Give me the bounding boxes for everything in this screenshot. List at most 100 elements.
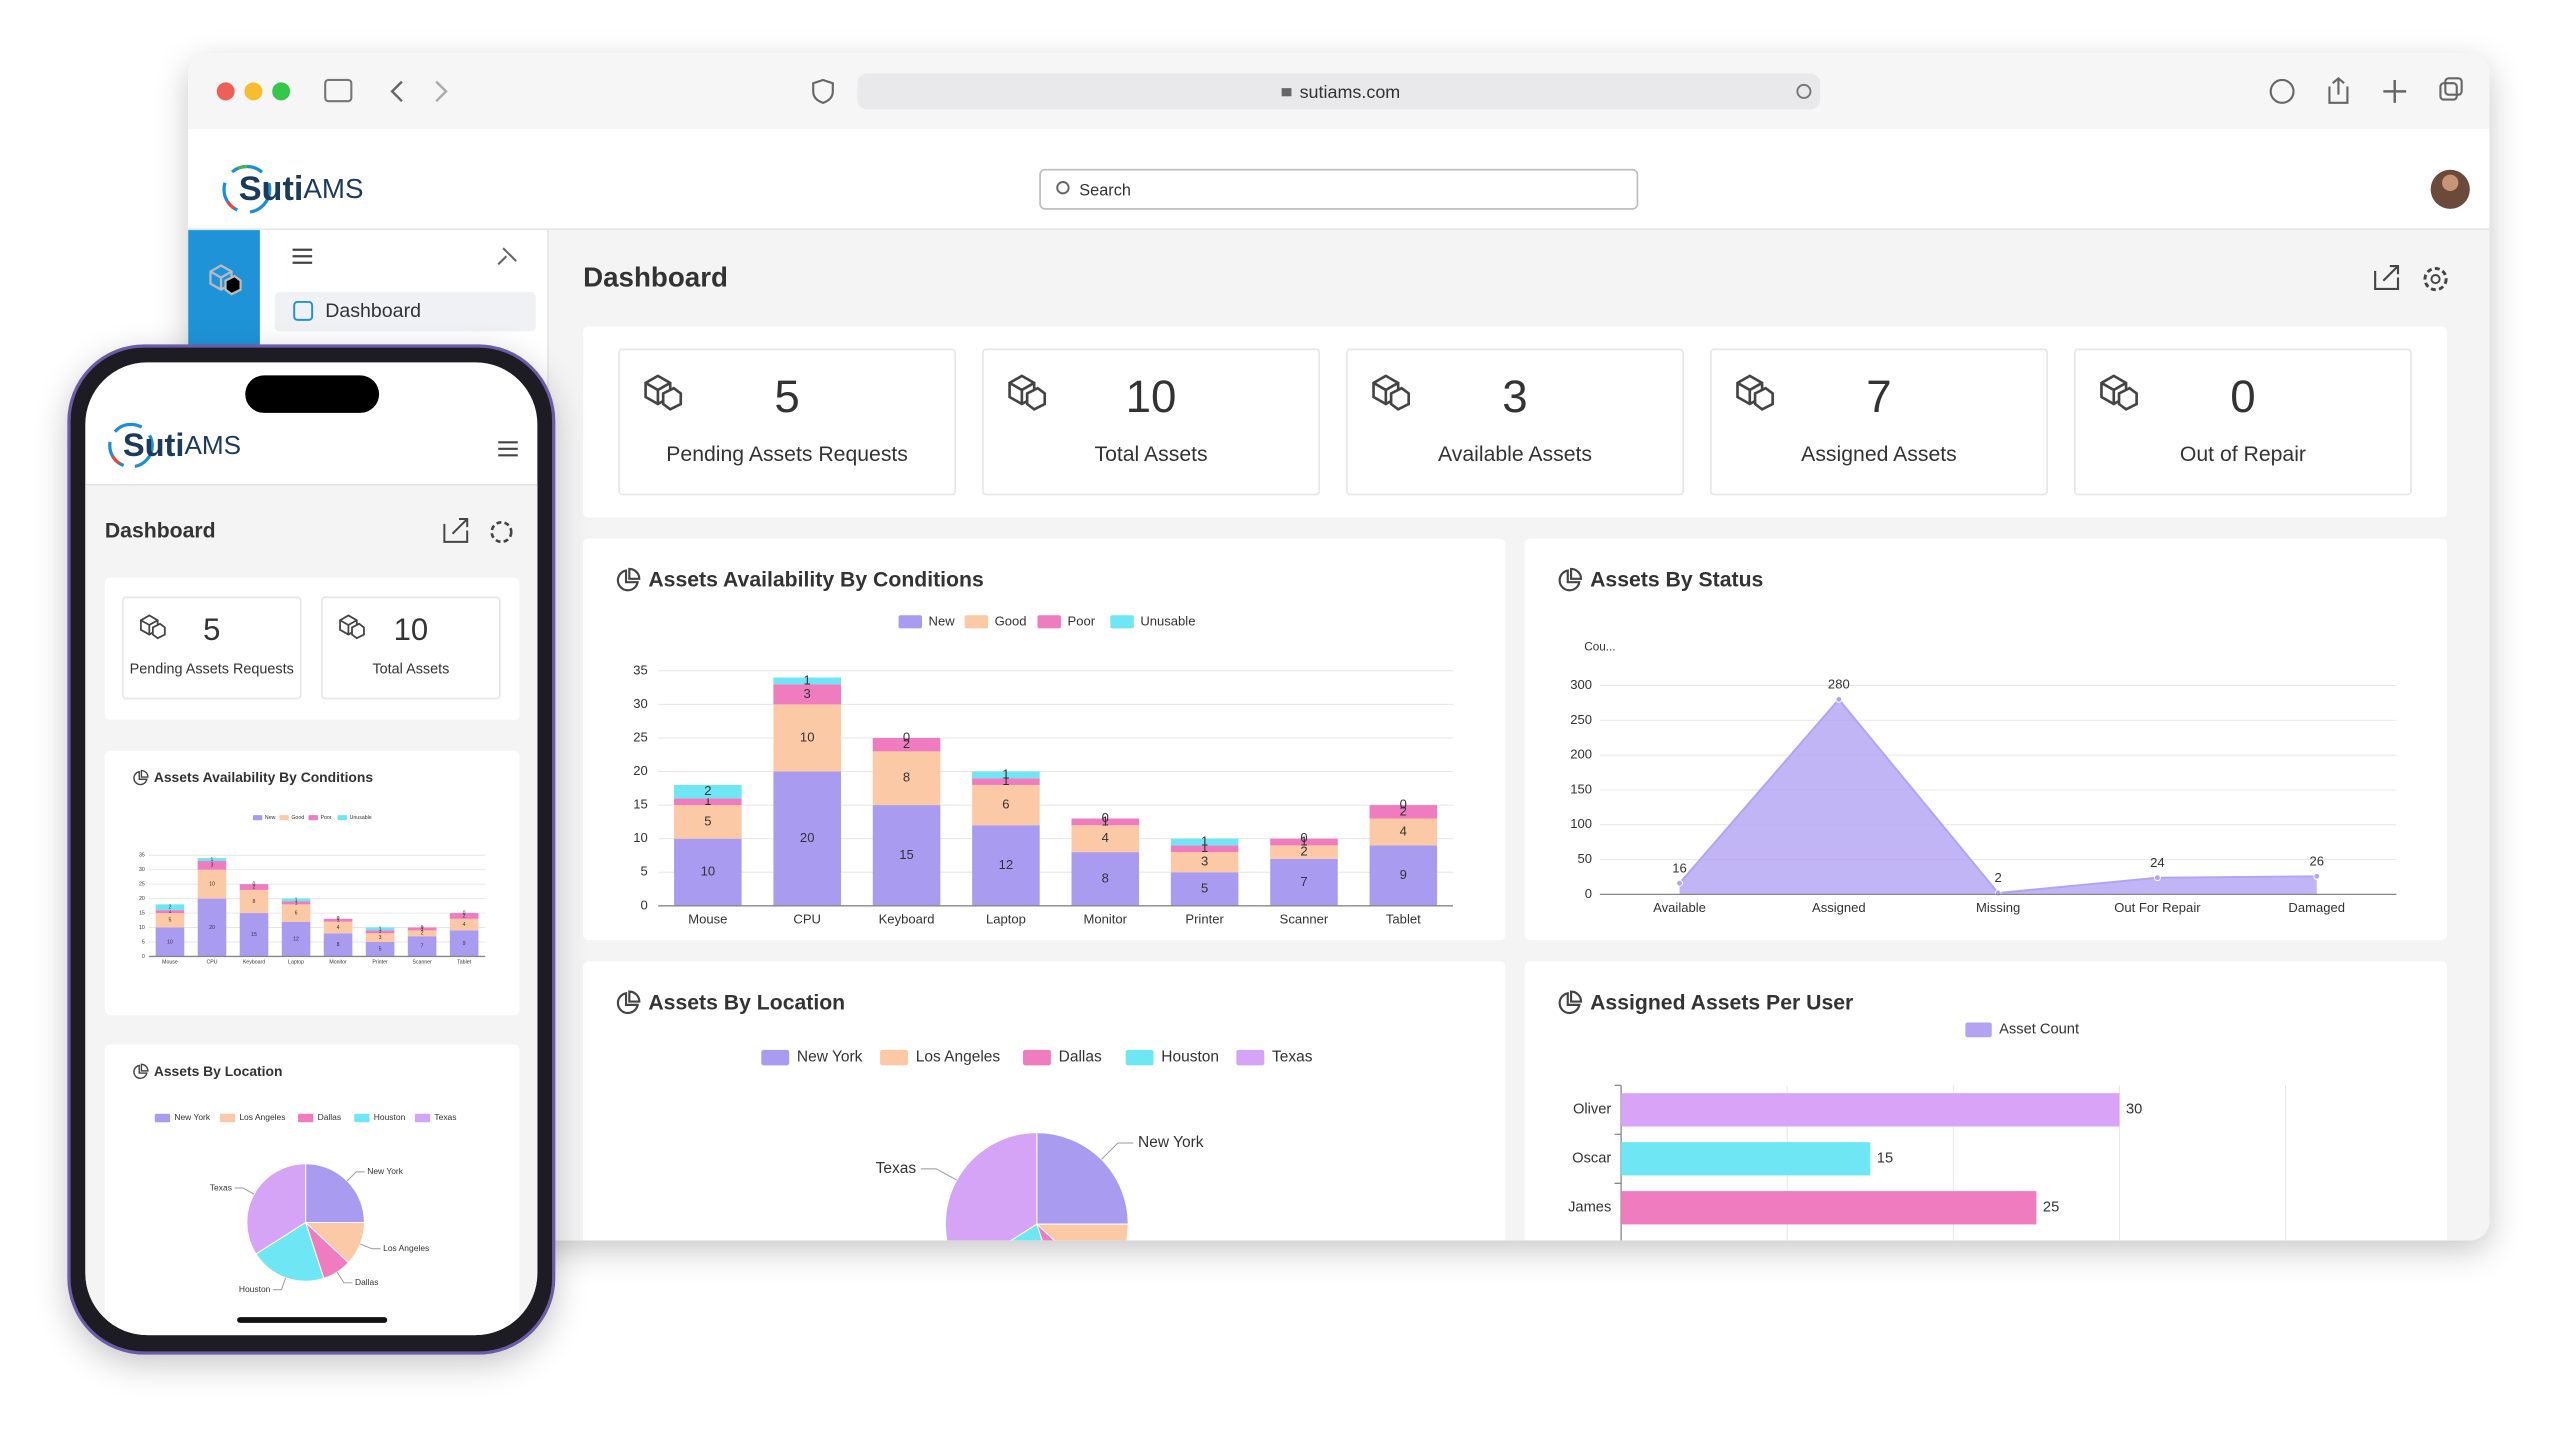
url: sutiams.com <box>1300 82 1401 102</box>
data-label: 1 <box>1201 840 1208 855</box>
y-tick-label: 10 <box>139 925 145 931</box>
stat-value: 5 <box>774 371 799 422</box>
slice-label: New York <box>1138 1134 1204 1151</box>
phone-logo-text: SutiAMS <box>123 426 241 463</box>
bar-segment <box>239 889 269 914</box>
data-label: 16 <box>1672 860 1687 875</box>
logo[interactable]: SutiAMS <box>222 164 364 214</box>
sidebar-toggle[interactable] <box>324 78 353 103</box>
legend-label: New York <box>174 1112 211 1122</box>
phone-export-button[interactable] <box>443 518 469 543</box>
nav-label: Dashboard <box>325 300 421 322</box>
legend-label: New York <box>797 1049 863 1066</box>
pin-button[interactable] <box>497 247 517 266</box>
x-tick-label: Mouse <box>162 960 178 966</box>
logo-suti: Suti <box>123 426 185 463</box>
data-label: 0 <box>337 916 340 922</box>
zoom-button[interactable] <box>272 82 291 101</box>
slice-label: Los Angeles <box>1164 1257 1249 1274</box>
data-label: 2 <box>169 905 172 911</box>
new-tab-button[interactable] <box>2383 79 2407 103</box>
data-label: 1 <box>1002 766 1009 781</box>
data-label: 2 <box>903 736 910 751</box>
data-label: 1 <box>169 909 172 915</box>
search-icon <box>1056 181 1070 195</box>
x-tick-label: Keyboard <box>243 960 265 966</box>
address-bar[interactable] <box>857 73 1821 110</box>
y-tick-label: 15 <box>139 910 145 916</box>
y-tick-label: 0 <box>1585 886 1592 901</box>
bar-segment <box>1071 852 1140 906</box>
y-tick-label: Oliver <box>1573 1102 1611 1118</box>
export-button[interactable] <box>2374 264 2400 290</box>
stat-card <box>2074 348 2412 496</box>
chart-title: Assets Availability By Conditions <box>648 569 983 592</box>
settings-button[interactable] <box>2423 267 2448 292</box>
phone-logo[interactable]: SutiAMS <box>108 422 241 469</box>
bar-segment <box>674 838 742 906</box>
share-button[interactable] <box>2328 76 2349 104</box>
data-label: 3 <box>804 686 811 701</box>
data-label: 10 <box>167 939 173 945</box>
forward-button[interactable] <box>435 80 448 103</box>
y-tick-label: 5 <box>640 864 647 879</box>
phone-chart: Assets By Location New York Los Angeles Dal… <box>133 1063 456 1294</box>
data-label: 10 <box>800 729 815 744</box>
leader-line <box>234 1187 255 1195</box>
bar-segment <box>197 858 227 862</box>
logo-text: SutiAMS <box>239 170 364 208</box>
data-label: 1 <box>1300 833 1307 848</box>
phone-chart: Assets Availability By Conditions New Good… <box>133 769 486 966</box>
leader-line <box>1122 1258 1159 1267</box>
minimize-button[interactable] <box>244 82 263 101</box>
data-label: 25 <box>2043 1200 2059 1216</box>
x-tick-label: Laptop <box>986 912 1026 927</box>
bar-segment <box>407 930 437 937</box>
stat-card <box>1710 348 2048 496</box>
data-label: 5 <box>169 918 172 924</box>
pie-slice <box>255 1221 325 1282</box>
data-label: 15 <box>1877 1151 1893 1167</box>
point <box>1676 879 1683 887</box>
stat-card <box>618 348 957 496</box>
legend-label: Texas <box>1272 1049 1313 1066</box>
slice-label: New York <box>367 1166 404 1176</box>
search-box[interactable] <box>1039 168 1639 210</box>
tabs-button[interactable] <box>2439 82 2458 101</box>
charts: Assets Availability By Conditions New Good… <box>616 567 2397 1329</box>
menu-button[interactable] <box>292 248 313 264</box>
nav-item-active[interactable] <box>274 292 536 332</box>
phone-settings-button[interactable] <box>490 520 513 544</box>
y-tick-label: 250 <box>1570 712 1592 727</box>
stat-label: Pending Assets Requests <box>130 661 294 677</box>
phone-page-title: Dashboard <box>105 520 216 543</box>
home-indicator <box>237 1317 388 1323</box>
leader-line <box>1101 1142 1134 1160</box>
legend-label: Los Angeles <box>239 1112 285 1122</box>
bar-segment <box>155 913 185 928</box>
chart-card <box>583 961 1506 1241</box>
x-tick-label: Keyboard <box>879 912 935 927</box>
back-button[interactable] <box>390 80 403 103</box>
x-tick-label: Printer <box>372 960 388 966</box>
y-tick-label: 150 <box>1570 781 1592 796</box>
data-label: 12 <box>293 936 299 942</box>
legend-label: Unusable <box>350 815 372 821</box>
download-button[interactable] <box>2269 78 2295 104</box>
phone-menu-button[interactable] <box>498 441 518 457</box>
slice-label: Dallas <box>1118 1312 1161 1329</box>
legend-swatch <box>414 1113 431 1123</box>
y-tick-label: 35 <box>633 662 648 677</box>
privacy-icon[interactable] <box>812 78 834 104</box>
search-placeholder: Search <box>1079 181 1131 199</box>
legend-label: Unusable <box>1140 613 1195 628</box>
bar-segment <box>449 913 479 919</box>
bar-segment <box>773 677 841 685</box>
bar-segment <box>365 933 395 942</box>
close-button[interactable] <box>216 82 235 101</box>
phone: SutiAMS Dashboard 5 Pending Assets Reques… <box>67 344 556 1355</box>
bar-segment <box>281 921 311 957</box>
data-label: 4 <box>1400 823 1407 838</box>
data-label: 24 <box>2150 855 2165 870</box>
reload-button[interactable] <box>1796 83 1812 99</box>
